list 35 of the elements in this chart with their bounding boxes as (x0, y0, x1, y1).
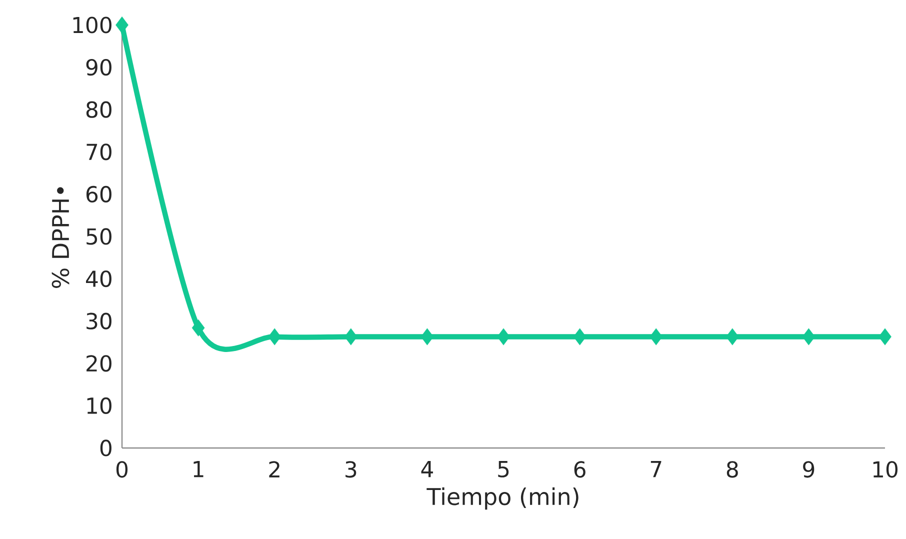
x-tick-label: 2 (269, 461, 280, 478)
x-tick-label: 9 (803, 461, 814, 478)
x-tick-label: 10 (873, 461, 898, 478)
point (192, 319, 205, 336)
x-tick-label: 1 (194, 461, 204, 478)
point (726, 328, 739, 346)
y-tick-label: 60 (86, 186, 112, 203)
x-tick-label: 3 (346, 461, 356, 478)
x-tick-label: 0 (116, 461, 128, 478)
y-tick-label: 40 (86, 270, 112, 288)
y-tick-label: 30 (86, 312, 112, 330)
y-tick-label: 50 (86, 228, 112, 245)
y-tick-label: 20 (86, 355, 112, 372)
point (802, 328, 816, 346)
x-axis-title: Tiempo (min) (426, 487, 578, 510)
point (878, 328, 892, 346)
y-tick-label: 70 (86, 144, 112, 160)
point (420, 328, 434, 346)
x-tick-label: 5 (498, 461, 509, 478)
y-tick-label: 10 (87, 397, 112, 414)
y-tick-label: 80 (86, 101, 112, 118)
y-tick-label: 100 (73, 16, 112, 34)
x-tick-label: 7 (650, 461, 662, 478)
point (573, 328, 586, 346)
y-tick-label: 0 (100, 440, 112, 456)
x-tick-label: 4 (421, 461, 433, 478)
point (116, 16, 128, 34)
point (344, 328, 358, 346)
point (268, 328, 282, 346)
y-axis-title: % DPPH• (52, 187, 70, 288)
x-tick-label: 8 (726, 461, 738, 478)
point (650, 328, 663, 346)
point (497, 328, 510, 346)
x-tick-label: 6 (574, 461, 586, 478)
y-tick-label: 90 (86, 58, 112, 76)
